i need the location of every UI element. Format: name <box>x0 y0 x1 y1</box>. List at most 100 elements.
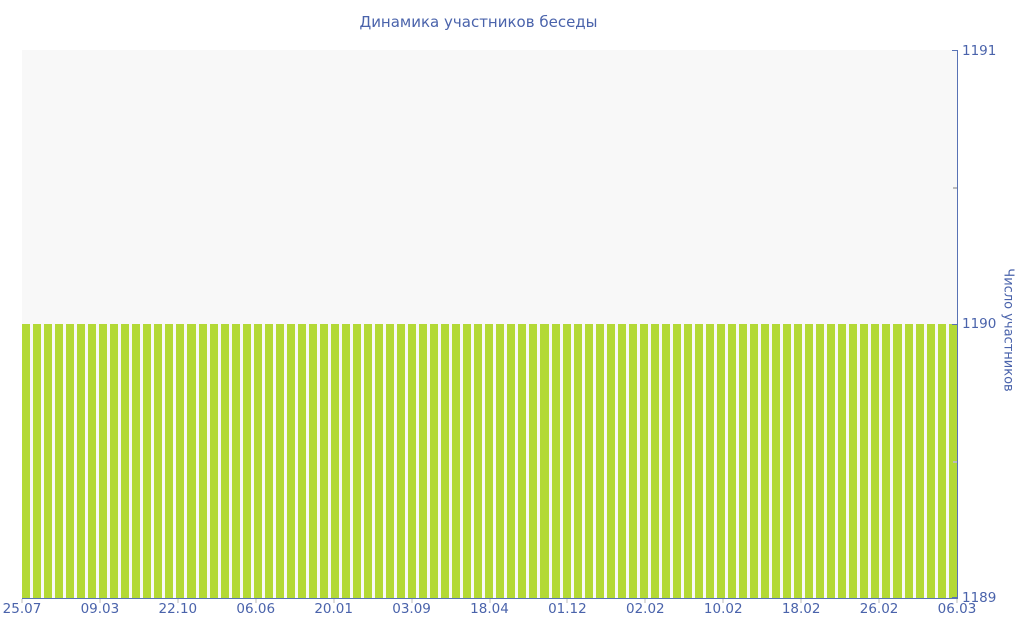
bar <box>330 324 339 598</box>
bar <box>772 324 781 598</box>
y-tick-label-1191: 1191 <box>962 43 997 59</box>
bar <box>143 324 152 598</box>
bar <box>551 324 560 598</box>
bar <box>430 324 439 598</box>
bar <box>165 324 174 598</box>
x-tick-mark <box>333 599 335 603</box>
y-tick-label-1190: 1190 <box>962 316 997 332</box>
bar <box>783 324 792 598</box>
x-tick-label: 18.02 <box>781 601 821 617</box>
bar <box>485 324 494 598</box>
x-tick-label: 06.06 <box>236 601 276 617</box>
y-minor-tick <box>953 187 957 189</box>
bar <box>275 324 284 598</box>
x-tick-mark <box>177 599 179 603</box>
x-tick-mark <box>21 599 23 603</box>
y-tick-label-1189: 1189 <box>962 590 997 606</box>
bar <box>88 324 97 598</box>
x-tick-label: 02.02 <box>626 601 665 617</box>
x-tick-mark <box>956 599 958 603</box>
bar <box>915 324 924 598</box>
bar <box>99 324 108 598</box>
x-tick-label: 10.02 <box>703 601 743 617</box>
bar <box>672 324 681 598</box>
bar <box>363 324 372 598</box>
bar <box>341 324 350 598</box>
bar <box>761 324 770 598</box>
bar <box>860 324 869 598</box>
y-major-tick-1189 <box>952 597 957 598</box>
bar <box>694 324 703 598</box>
x-tick-mark <box>722 599 724 603</box>
bar <box>893 324 902 598</box>
bar <box>66 324 75 598</box>
bar <box>297 324 306 598</box>
x-tick-mark <box>99 599 101 603</box>
bar <box>220 324 229 598</box>
bar <box>408 324 417 598</box>
bar <box>121 324 130 598</box>
bar <box>529 324 538 598</box>
y-major-tick-1191 <box>952 50 957 51</box>
bar <box>937 324 946 598</box>
bar <box>198 324 207 598</box>
chart-title: Динамика участников беседы <box>359 13 598 31</box>
x-tick-mark <box>566 599 568 603</box>
bar <box>33 324 42 598</box>
bar <box>838 324 847 598</box>
bar <box>650 324 659 598</box>
bar <box>794 324 803 598</box>
bar <box>209 324 218 598</box>
bar <box>882 324 891 598</box>
bar <box>606 324 615 598</box>
x-tick-mark <box>411 599 413 603</box>
bar <box>639 324 648 598</box>
bar <box>728 324 737 598</box>
x-tick-label: 22.10 <box>158 601 198 617</box>
bar <box>44 324 53 598</box>
bar <box>132 324 141 598</box>
bar <box>319 324 328 598</box>
x-tick-label: 26.02 <box>859 601 899 617</box>
bar <box>176 324 185 598</box>
x-tick-label: 01.12 <box>548 601 587 617</box>
bar <box>154 324 163 598</box>
x-tick-mark <box>644 599 646 603</box>
bar <box>264 324 273 598</box>
bar <box>750 324 759 598</box>
bar <box>562 324 571 598</box>
bar <box>507 324 516 598</box>
bar <box>77 324 86 598</box>
bar <box>463 324 472 598</box>
x-tick-mark <box>489 599 490 603</box>
bar <box>628 324 637 598</box>
bar <box>948 324 957 598</box>
bar <box>231 324 240 598</box>
bar <box>540 324 549 598</box>
x-tick-mark <box>255 599 257 603</box>
bar <box>926 324 935 598</box>
bar <box>716 324 725 598</box>
bar <box>110 324 119 598</box>
bar <box>871 324 880 598</box>
bar <box>397 324 406 598</box>
bar <box>242 324 251 598</box>
bar <box>22 324 31 598</box>
x-tick-mark <box>878 599 880 603</box>
bar <box>661 324 670 598</box>
x-tick-label: 20.01 <box>314 601 353 617</box>
bar <box>474 324 483 598</box>
bar <box>253 324 262 598</box>
y-axis-title: Число участников <box>1000 268 1016 392</box>
x-axis-labels: 25.07 09.03 22.10 06.06 20.01 03.09 18.04 01.12… <box>3 601 977 619</box>
x-tick-label: 09.03 <box>80 601 120 617</box>
bar <box>739 324 748 598</box>
x-axis-ticks <box>21 599 958 603</box>
bar <box>584 324 593 598</box>
bar <box>496 324 505 598</box>
bar <box>518 324 527 598</box>
bar <box>441 324 450 598</box>
bar <box>286 324 295 598</box>
y-major-tick-1190 <box>952 324 957 325</box>
